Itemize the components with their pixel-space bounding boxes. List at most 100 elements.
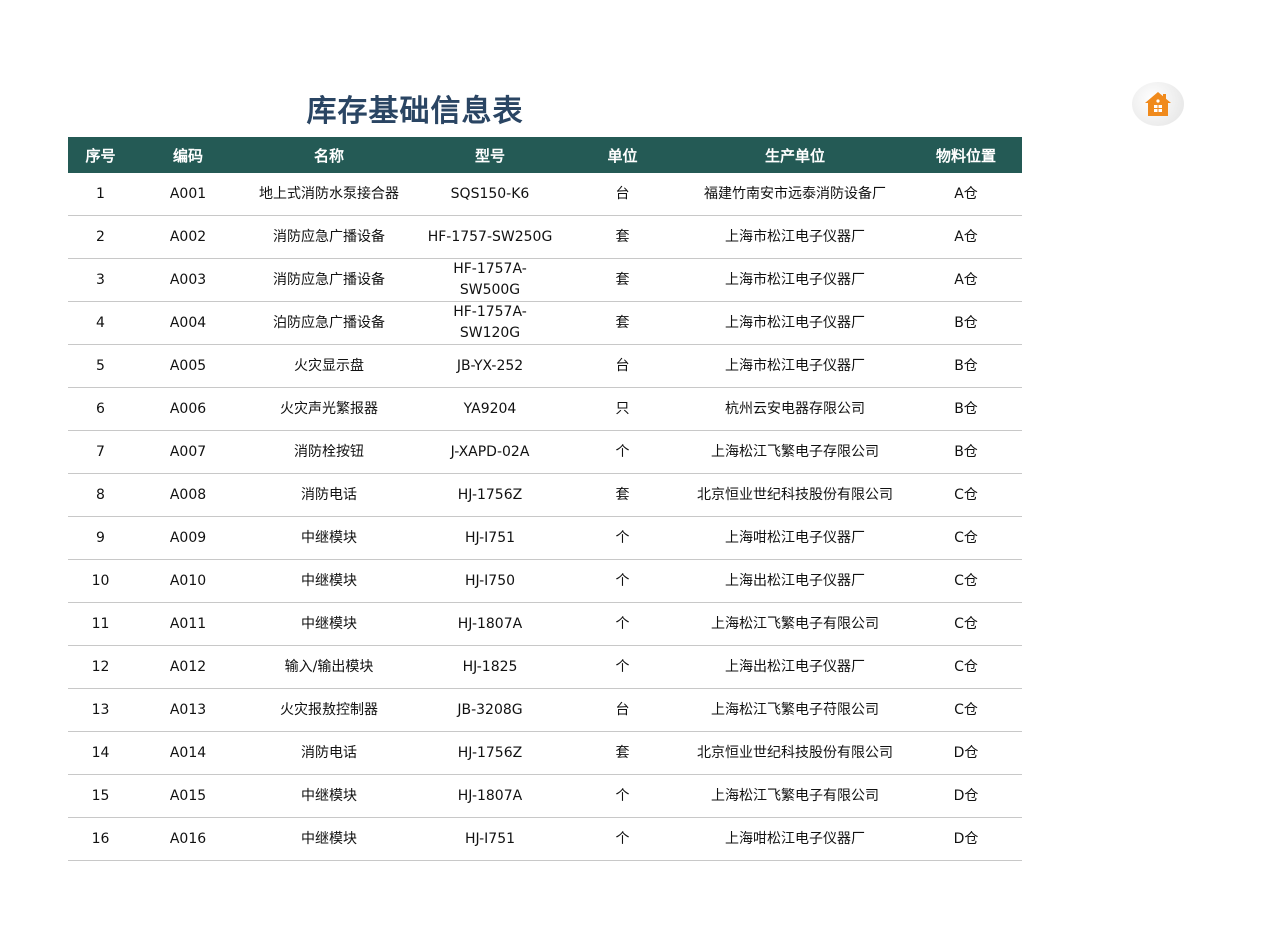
cell-model: SQS150-K6 — [415, 173, 565, 216]
cell-name: 中继模块 — [243, 602, 415, 646]
cell-location: C仓 — [910, 645, 1022, 689]
cell-unit: 台 — [565, 173, 680, 216]
cell-location: C仓 — [910, 688, 1022, 732]
cell-code: A005 — [133, 344, 243, 388]
cell-serial: 5 — [68, 344, 133, 388]
page-title: 库存基础信息表 — [306, 94, 524, 129]
cell-location: B仓 — [910, 387, 1022, 431]
cell-code: A016 — [133, 817, 243, 861]
cell-unit: 个 — [565, 645, 680, 689]
cell-location: D仓 — [910, 817, 1022, 861]
cell-serial: 12 — [68, 645, 133, 689]
table-row: 15 A015 中继模块 HJ-1807A 个上海松江飞繁电子有限公司 D仓 — [68, 774, 1022, 818]
cell-name: 中继模块 — [243, 817, 415, 861]
cell-location: C仓 — [910, 602, 1022, 646]
cell-unit: 只 — [565, 387, 680, 431]
cell-location: C仓 — [910, 516, 1022, 560]
cell-unit: 套 — [565, 301, 680, 345]
cell-manufacturer: 上海松江飞繁电子存限公司 — [680, 430, 910, 474]
cell-name: 地上式消防水泵接合器 — [243, 173, 415, 216]
cell-serial: 10 — [68, 559, 133, 603]
table-header: 序号 编码 名称 型号 单位 生产单位 物料位置 — [68, 137, 1022, 173]
cell-manufacturer: 上海市松江电子仪器厂 — [680, 301, 910, 345]
cell-name: 火灾显示盘 — [243, 344, 415, 388]
cell-code: A010 — [133, 559, 243, 603]
cell-code: A002 — [133, 215, 243, 259]
cell-code: A014 — [133, 731, 243, 775]
column-header-location: 物料位置 — [910, 137, 1022, 173]
cell-model: HJ-I751 — [415, 817, 565, 861]
table-row: 6 A006 火灾声光繁报器 YA9204 只杭州云安电器存限公司 B仓 — [68, 387, 1022, 431]
table-row: 8 A008 消防电话 HJ-1756Z 套北京恒业世纪科技股份有限公司 C仓 — [68, 473, 1022, 517]
cell-model: HF-1757A- SW120G — [415, 301, 565, 345]
home-button[interactable] — [1132, 82, 1184, 126]
cell-manufacturer: 北京恒业世纪科技股份有限公司 — [680, 731, 910, 775]
cell-code: A007 — [133, 430, 243, 474]
table-row: 5 A005 火灾显示盘 JB-YX-252 台上海市松江电子仪器厂 B仓 — [68, 344, 1022, 388]
cell-unit: 个 — [565, 817, 680, 861]
cell-model: HJ-1807A — [415, 774, 565, 818]
cell-unit: 套 — [565, 215, 680, 259]
cell-model: HJ-I750 — [415, 559, 565, 603]
cell-location: A仓 — [910, 173, 1022, 216]
cell-name: 输入/输出模块 — [243, 645, 415, 689]
cell-code: A013 — [133, 688, 243, 732]
table-row: 14 A014 消防电话 HJ-1756Z 套北京恒业世纪科技股份有限公司 D仓 — [68, 731, 1022, 775]
cell-serial: 13 — [68, 688, 133, 732]
cell-manufacturer: 上海松江飞繁电子有限公司 — [680, 602, 910, 646]
cell-manufacturer: 福建竹南安市远泰消防设备厂 — [680, 173, 910, 216]
cell-unit: 个 — [565, 602, 680, 646]
cell-unit: 台 — [565, 688, 680, 732]
cell-unit: 台 — [565, 344, 680, 388]
cell-code: A015 — [133, 774, 243, 818]
table-row: 12 A012 输入/输出模块 HJ-1825 个上海出松江电子仪器厂 C仓 — [68, 645, 1022, 689]
cell-serial: 11 — [68, 602, 133, 646]
cell-code: A012 — [133, 645, 243, 689]
table-row: 11 A011 中继模块 HJ-1807A 个上海松江飞繁电子有限公司 C仓 — [68, 602, 1022, 646]
cell-model: HJ-1756Z — [415, 473, 565, 517]
home-icon — [1145, 92, 1171, 116]
cell-location: B仓 — [910, 344, 1022, 388]
cell-name: 火灾报敖控制器 — [243, 688, 415, 732]
cell-location: D仓 — [910, 731, 1022, 775]
table-row: 10 A010 中继模块 HJ-I750 个上海出松江电子仪器厂 C仓 — [68, 559, 1022, 603]
cell-serial: 8 — [68, 473, 133, 517]
column-header-name: 名称 — [243, 137, 415, 173]
cell-serial: 7 — [68, 430, 133, 474]
cell-model: JB-YX-252 — [415, 344, 565, 388]
cell-name: 消防应急广播设备 — [243, 258, 415, 302]
cell-serial: 6 — [68, 387, 133, 431]
cell-manufacturer: 上海咁松江电子仪器厂 — [680, 817, 910, 861]
column-header-manufacturer: 生产单位 — [680, 137, 910, 173]
cell-name: 消防电话 — [243, 731, 415, 775]
cell-code: A006 — [133, 387, 243, 431]
cell-model: J-XAPD-02A — [415, 430, 565, 474]
cell-name: 泊防应急广播设备 — [243, 301, 415, 345]
cell-model: HJ-1825 — [415, 645, 565, 689]
cell-serial: 16 — [68, 817, 133, 861]
cell-model: HF-1757A- SW500G — [415, 258, 565, 302]
cell-location: B仓 — [910, 430, 1022, 474]
cell-manufacturer: 北京恒业世纪科技股份有限公司 — [680, 473, 910, 517]
cell-code: A003 — [133, 258, 243, 302]
cell-name: 消防栓按钮 — [243, 430, 415, 474]
inventory-table: 序号 编码 名称 型号 单位 生产单位 物料位置 1 A001 地上式消防水泵接合器 SQS150… — [68, 137, 1022, 861]
cell-model: HF-1757-SW250G — [415, 215, 565, 259]
cell-manufacturer: 上海市松江电子仪器厂 — [680, 215, 910, 259]
cell-name: 中继模块 — [243, 516, 415, 560]
cell-serial: 1 — [68, 173, 133, 216]
cell-serial: 4 — [68, 301, 133, 345]
cell-code: A011 — [133, 602, 243, 646]
column-header-code: 编码 — [133, 137, 243, 173]
cell-unit: 套 — [565, 473, 680, 517]
cell-name: 消防电话 — [243, 473, 415, 517]
column-header-unit: 单位 — [565, 137, 680, 173]
cell-serial: 9 — [68, 516, 133, 560]
column-header-serial: 序号 — [68, 137, 133, 173]
cell-serial: 15 — [68, 774, 133, 818]
cell-name: 中继模块 — [243, 559, 415, 603]
cell-manufacturer: 上海咁松江电子仪器厂 — [680, 516, 910, 560]
cell-name: 消防应急广播设备 — [243, 215, 415, 259]
cell-manufacturer: 上海松江飞繁电子有限公司 — [680, 774, 910, 818]
table-row: 7 A007 消防栓按钮 J-XAPD-02A 个上海松江飞繁电子存限公司 B仓 — [68, 430, 1022, 474]
